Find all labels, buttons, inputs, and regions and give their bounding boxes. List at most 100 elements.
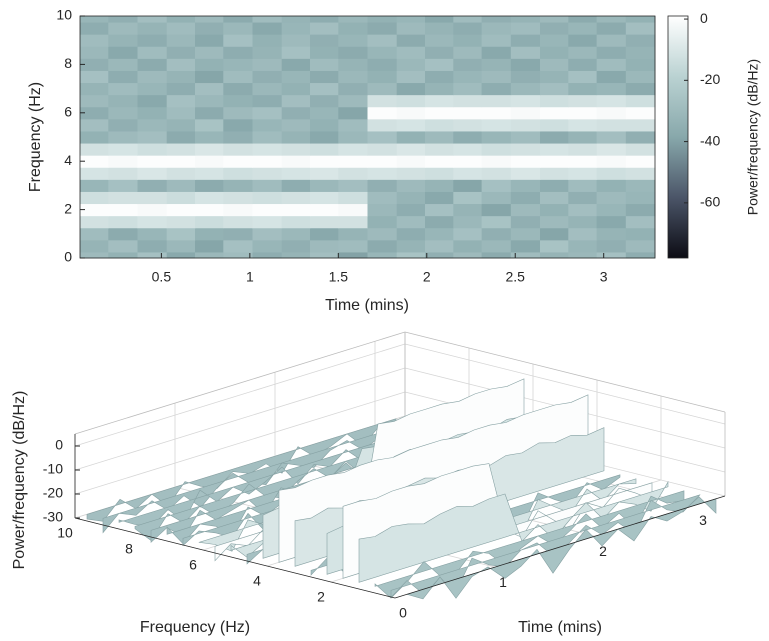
heatmap-cell (108, 179, 138, 192)
heatmap-cell (368, 167, 398, 180)
heatmap-cell (626, 95, 656, 108)
y-axis-label: Frequency (Hz) (27, 82, 44, 192)
heatmap-cell (597, 155, 627, 168)
y-tick-label: 4 (64, 152, 72, 168)
heatmap-cell (453, 191, 482, 204)
heatmap-cell (80, 131, 109, 144)
heatmap-cell (108, 216, 138, 229)
heatmap-cell (282, 70, 311, 83)
heatmap-cell (253, 191, 283, 204)
heatmap-cell (482, 119, 512, 132)
heatmap-cell (80, 22, 109, 35)
heatmap-cell (282, 119, 311, 132)
heatmap-cell (282, 240, 311, 253)
heatmap-cell (511, 204, 541, 217)
heatmap-cell (282, 204, 311, 217)
heatmap-cell (511, 131, 541, 144)
heatmap-cell (108, 131, 138, 144)
y-tick-label: 2 (317, 589, 325, 605)
heatmap-cell (108, 204, 138, 217)
heatmap-cell (453, 95, 482, 108)
heatmap-cell (167, 191, 196, 204)
heatmap-cell (453, 34, 482, 47)
heatmap-cell (540, 216, 569, 229)
heatmap-cell (167, 204, 196, 217)
heatmap-cell (108, 95, 138, 108)
heatmap-cell (482, 228, 512, 241)
figure: 0.511.522.5302468100-20-40-60 0123246810… (0, 0, 769, 641)
heatmap-cell (482, 16, 512, 23)
heatmap-cell (453, 155, 482, 168)
heatmap-cell (338, 16, 368, 23)
heatmap-cell (511, 167, 541, 180)
heatmap-cell (80, 143, 109, 156)
heatmap-cell (195, 131, 224, 144)
heatmap-cell (626, 228, 656, 241)
heatmap-cell (253, 155, 283, 168)
heatmap-cell (453, 143, 482, 156)
heatmap-cell (597, 228, 627, 241)
x-tick-label: 2 (423, 269, 431, 285)
heatmap-cell (282, 228, 311, 241)
heatmap-cell (223, 143, 253, 156)
heatmap-cell (310, 155, 339, 168)
heatmap-cell (108, 83, 138, 96)
box-edge (405, 332, 725, 412)
heatmap-cell (368, 16, 398, 23)
heatmap-cell (108, 46, 138, 59)
heatmap-cell (223, 155, 253, 168)
colorbar-tick-label: -40 (700, 132, 720, 148)
heatmap-cell (425, 252, 454, 259)
heatmap-cell (80, 119, 109, 132)
heatmap-cell (108, 228, 138, 241)
heatmap-cell (482, 216, 512, 229)
heatmap-cell (453, 131, 482, 144)
heatmap-cell (425, 240, 454, 253)
heatmap-cell (368, 204, 398, 217)
x-tick-label: 0 (399, 605, 407, 621)
heatmap-cell (425, 119, 454, 132)
heatmap-cell (626, 143, 656, 156)
heatmap-cell (425, 179, 454, 192)
heatmap-cell (397, 167, 426, 180)
heatmap-cell (425, 70, 454, 83)
heatmap-cell (253, 16, 283, 23)
heatmap-cell (167, 22, 196, 35)
heatmap-cell (80, 167, 109, 180)
heatmap-cell (223, 34, 253, 47)
heatmap-cell (310, 95, 339, 108)
heatmap-cell (568, 179, 597, 192)
heatmap-cell (368, 70, 398, 83)
heatmap-cell (482, 34, 512, 47)
heatmap-cell (108, 107, 138, 120)
heatmap-cell (626, 119, 656, 132)
heatmap-cell (425, 167, 454, 180)
heatmap-cell (397, 83, 426, 96)
heatmap-cell (195, 167, 224, 180)
heatmap-cell (568, 34, 597, 47)
heatmap-cell (195, 70, 224, 83)
heatmap-cell (511, 22, 541, 35)
heatmap-cell (597, 70, 627, 83)
colorbar (668, 16, 688, 258)
heatmap-cell (138, 70, 168, 83)
heatmap-cell (138, 204, 168, 217)
heatmap-cell (253, 252, 283, 259)
x-tick-label: 2 (599, 543, 607, 559)
heatmap-cell (397, 252, 426, 259)
z-tick-label: -20 (43, 485, 63, 501)
heatmap-cell (482, 191, 512, 204)
heatmap-cell (253, 95, 283, 108)
heatmap-cell (511, 155, 541, 168)
heatmap-cell (540, 58, 569, 71)
heatmap-cell (425, 143, 454, 156)
heatmap-cell (511, 143, 541, 156)
heatmap-cell (597, 131, 627, 144)
heatmap-cell (397, 131, 426, 144)
heatmap-cell (453, 204, 482, 217)
heatmap-cell (597, 95, 627, 108)
heatmap-cell (568, 131, 597, 144)
heatmap-cell (568, 70, 597, 83)
heatmap-cell (511, 228, 541, 241)
heatmap-cell (253, 119, 283, 132)
